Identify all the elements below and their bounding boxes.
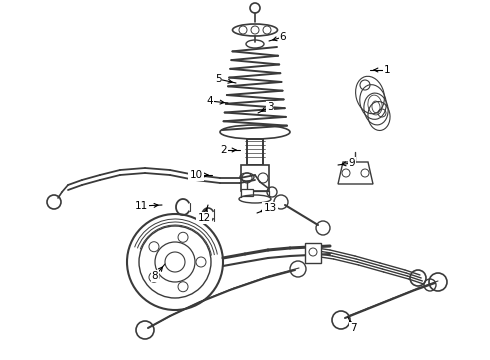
Bar [241,165,269,191]
Bar [241,189,253,196]
Polygon shape [338,162,373,184]
Text: 4: 4 [207,96,213,106]
Text: 1: 1 [384,65,391,75]
Text: 7: 7 [350,323,356,333]
Text: 10: 10 [190,170,202,180]
Text: 5: 5 [215,74,221,84]
Bar [247,139,263,165]
Text: 6: 6 [280,32,286,42]
Bar [305,243,321,263]
Text: 13: 13 [264,203,277,213]
Text: 12: 12 [197,213,211,223]
Text: 2: 2 [220,145,227,155]
Text: 11: 11 [134,201,147,211]
Text: 3: 3 [267,102,273,112]
Text: 8: 8 [152,271,158,281]
Text: 9: 9 [349,158,355,168]
